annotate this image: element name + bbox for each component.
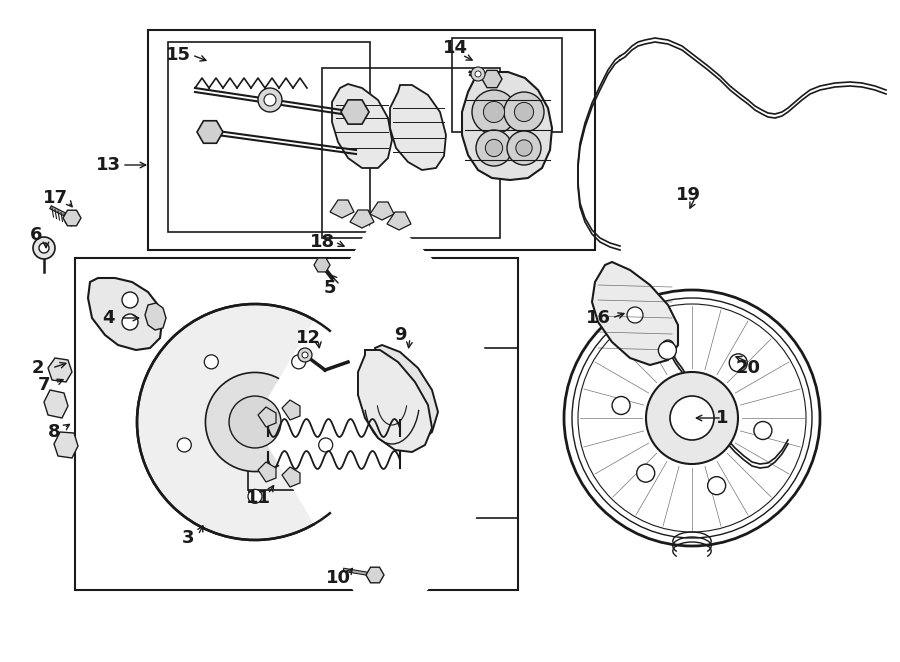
Text: 20: 20 [735, 359, 760, 377]
Polygon shape [314, 258, 330, 272]
Polygon shape [332, 84, 392, 168]
Polygon shape [63, 211, 81, 226]
Polygon shape [592, 262, 678, 365]
Polygon shape [341, 100, 369, 124]
Polygon shape [88, 278, 162, 350]
Text: 2: 2 [32, 359, 44, 377]
Circle shape [229, 396, 281, 448]
Polygon shape [54, 432, 78, 458]
Circle shape [472, 90, 516, 134]
Polygon shape [330, 200, 354, 218]
Text: 10: 10 [326, 569, 350, 587]
Polygon shape [197, 120, 223, 143]
Circle shape [612, 397, 630, 414]
Bar [75, 258, 518, 590]
Circle shape [137, 304, 373, 540]
Polygon shape [482, 70, 502, 87]
Text: 5: 5 [324, 279, 337, 297]
Text: 15: 15 [166, 46, 191, 64]
Polygon shape [350, 210, 374, 228]
Circle shape [636, 464, 654, 482]
Bar [148, 30, 595, 250]
Circle shape [504, 92, 544, 132]
Circle shape [515, 103, 534, 122]
Text: 4: 4 [102, 309, 114, 327]
Circle shape [298, 348, 312, 362]
Bar [168, 42, 370, 232]
Circle shape [729, 354, 747, 372]
Text: 9: 9 [394, 326, 406, 344]
Circle shape [319, 438, 333, 452]
Text: 17: 17 [42, 189, 68, 207]
Circle shape [670, 396, 714, 440]
Text: 13: 13 [95, 156, 121, 174]
Circle shape [471, 67, 485, 81]
Circle shape [302, 352, 308, 358]
Text: 16: 16 [586, 309, 610, 327]
Circle shape [204, 355, 219, 369]
Polygon shape [366, 567, 384, 583]
Polygon shape [145, 303, 166, 330]
Bar [322, 68, 500, 238]
Circle shape [258, 88, 282, 112]
Circle shape [39, 243, 49, 253]
Text: 7: 7 [38, 376, 50, 394]
Circle shape [483, 101, 505, 122]
Polygon shape [390, 85, 446, 170]
Polygon shape [387, 212, 411, 230]
Text: 12: 12 [295, 329, 320, 347]
Bar [348, 348, 518, 518]
Polygon shape [370, 202, 394, 220]
Polygon shape [258, 407, 276, 427]
Circle shape [516, 140, 532, 156]
Text: 8: 8 [48, 423, 60, 441]
Circle shape [122, 292, 138, 308]
Circle shape [248, 489, 262, 503]
Polygon shape [48, 358, 72, 382]
Polygon shape [358, 350, 432, 452]
Circle shape [476, 130, 512, 166]
Circle shape [627, 307, 643, 323]
Polygon shape [44, 390, 68, 418]
Bar [452, 38, 562, 132]
Bar [248, 400, 425, 490]
Polygon shape [258, 462, 276, 482]
Circle shape [475, 71, 481, 77]
Circle shape [707, 477, 725, 495]
Polygon shape [368, 345, 438, 442]
Circle shape [659, 342, 677, 359]
Circle shape [507, 131, 541, 165]
Circle shape [754, 422, 772, 440]
Circle shape [33, 237, 55, 259]
Text: 11: 11 [246, 489, 271, 507]
Text: 18: 18 [310, 233, 335, 251]
Polygon shape [282, 467, 300, 487]
Text: 6: 6 [30, 226, 42, 244]
Text: 1: 1 [716, 409, 728, 427]
Circle shape [292, 355, 306, 369]
Circle shape [122, 314, 138, 330]
Text: 3: 3 [182, 529, 194, 547]
Circle shape [177, 438, 192, 452]
Circle shape [662, 340, 674, 352]
Circle shape [485, 140, 502, 157]
Circle shape [646, 372, 738, 464]
Polygon shape [282, 400, 300, 420]
Circle shape [205, 373, 304, 471]
Polygon shape [462, 72, 552, 180]
Text: 19: 19 [676, 186, 700, 204]
Text: 14: 14 [443, 39, 467, 57]
Circle shape [264, 94, 276, 106]
